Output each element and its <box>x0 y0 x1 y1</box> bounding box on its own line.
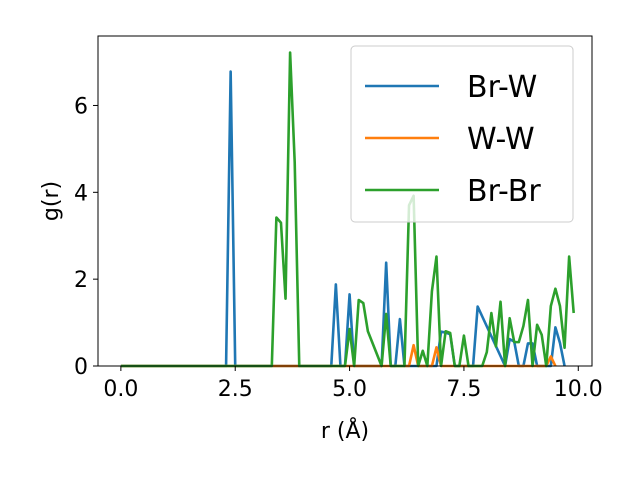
legend-label-br-w: Br-W <box>467 70 537 105</box>
x-tick-label: 2.5 <box>218 377 253 402</box>
legend-label-br-br: Br-Br <box>467 174 541 209</box>
x-tick-label: 0.0 <box>103 377 138 402</box>
x-tick-label: 5.0 <box>332 377 367 402</box>
legend-box <box>350 45 574 223</box>
x-axis-label: r (Å) <box>321 417 369 444</box>
y-tick-label: 6 <box>74 94 88 119</box>
legend: Br-W W-W Br-Br <box>350 45 574 223</box>
series-line-w-w <box>120 343 557 368</box>
y-tick-label: 4 <box>74 181 88 206</box>
plot-frame <box>97 35 593 367</box>
y-tick-label: 0 <box>74 355 88 380</box>
y-tick-label: 2 <box>74 268 88 293</box>
legend-label-w-w: W-W <box>467 122 535 157</box>
x-tick-label: 7.5 <box>446 377 481 402</box>
x-tick-label: 10.0 <box>554 377 603 402</box>
y-axis-label: g(r) <box>39 181 64 221</box>
ticks-layer: 0.0 2.5 5.0 7.5 10.0 0 2 4 6 <box>74 94 603 402</box>
